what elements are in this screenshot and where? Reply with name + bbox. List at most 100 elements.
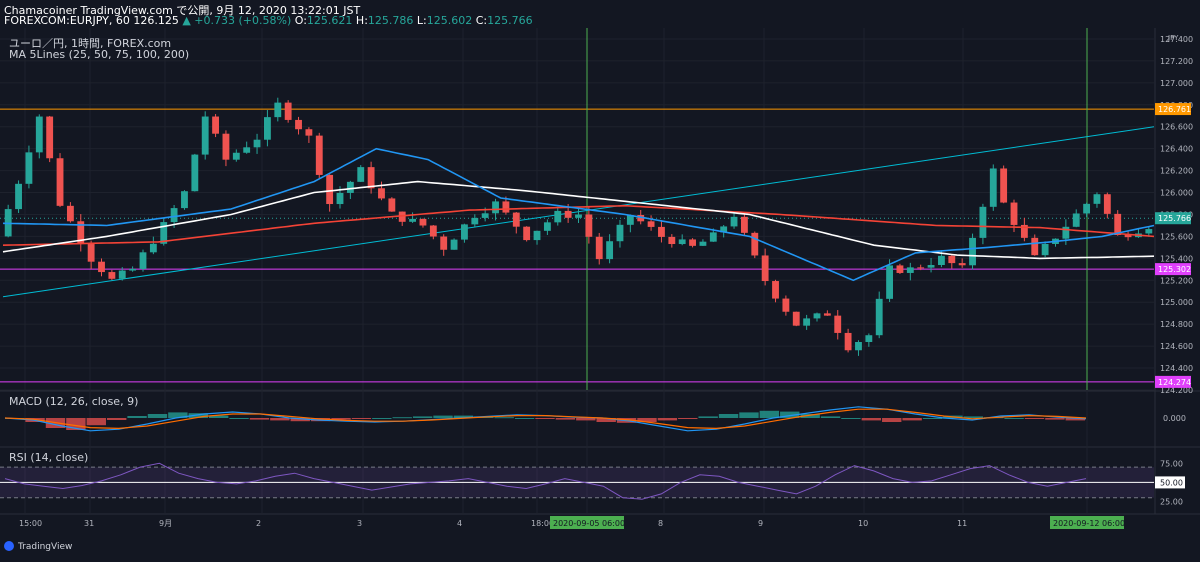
rsi-tick-label: 25.00 (1160, 498, 1183, 507)
candle-body (595, 236, 603, 260)
candle-body (875, 298, 883, 336)
candle-body (315, 135, 323, 175)
candle-body (118, 270, 126, 279)
publish-info: Chamacoiner TradingView.com で公開, 9月 12, … (4, 4, 361, 17)
candle-body (1093, 194, 1101, 204)
macd-histogram-bar (555, 418, 576, 420)
candle-body (948, 255, 956, 264)
candle-body (938, 255, 945, 266)
candle-body (346, 181, 354, 193)
candle-body (160, 222, 168, 244)
candle-body (844, 332, 852, 351)
macd-histogram-bar (372, 418, 392, 419)
candle-body (1000, 168, 1008, 203)
candle-body (66, 205, 74, 222)
candle-body (263, 117, 271, 140)
price-label-box (1155, 212, 1191, 225)
macd-histogram-bar (229, 418, 249, 419)
macd-histogram-bar (657, 418, 678, 421)
candle-body (274, 102, 282, 118)
candle-body (388, 198, 396, 212)
price-tick-label: 127.000 (1160, 79, 1193, 88)
price-label-text: 125.766 (1158, 214, 1191, 223)
time-tick-label: 31 (84, 519, 94, 528)
candle-body (305, 129, 313, 136)
price-label-text: 126.761 (1158, 105, 1191, 114)
candle-body (284, 102, 292, 120)
candle-body (419, 218, 427, 226)
macd-histogram-bar (800, 414, 820, 418)
candle-body (357, 167, 365, 182)
candle-body (461, 224, 468, 240)
macd-histogram-bar (412, 416, 433, 418)
macd-histogram-bar (678, 418, 698, 419)
rsi-line (4, 462, 1087, 500)
rsi-legend[interactable]: RSI (14, close) (9, 451, 89, 464)
time-tick-label: 15:00 (19, 519, 42, 528)
candle-body (502, 201, 510, 213)
candle-body (668, 236, 676, 245)
candle-body (523, 226, 531, 241)
price-label-text: 124.274 (1158, 378, 1191, 387)
candle-body (564, 210, 572, 218)
macd-histogram-bar (780, 411, 800, 418)
candle-body (585, 214, 593, 237)
candle-body (129, 268, 137, 271)
candle-body (658, 226, 665, 237)
candle-body (647, 221, 655, 227)
macd-histogram-bar (576, 418, 596, 421)
candle-body (772, 281, 779, 299)
rsi-tick-label: 50.00 (1160, 478, 1183, 487)
price-tick-label: 124.400 (1160, 364, 1193, 373)
candle-body (1103, 194, 1111, 214)
candle-body (336, 192, 344, 205)
price-tick-label: 126.400 (1160, 145, 1193, 154)
high-label: H: (355, 14, 368, 27)
price-label-text: 125.302 (1158, 265, 1191, 274)
candle-body (378, 188, 385, 199)
macd-histogram-bar (127, 416, 147, 418)
candle-body (1031, 237, 1039, 256)
brand-name: TradingView (17, 542, 72, 552)
time-tick-label: 18:00 (531, 519, 554, 528)
price-tick-label: 127.200 (1160, 57, 1193, 66)
price-label-box (1155, 103, 1191, 116)
time-tick-label: 10 (858, 519, 868, 528)
macd-histogram-bar (963, 416, 984, 418)
macd-tick-label: 0.000 (1163, 414, 1186, 423)
candle-body (149, 243, 157, 253)
candle-body (201, 116, 209, 155)
candle-body (429, 225, 437, 237)
candle-body (1020, 224, 1028, 238)
time-tick-label: 8 (658, 519, 663, 528)
macd-histogram-bar (392, 417, 412, 419)
symbol-ohlc: FOREXCOM:EURJPY, 60 126.125 ▲ +0.733 (+0… (4, 14, 533, 27)
candle-body (689, 239, 696, 246)
candle-body (886, 265, 894, 299)
candle-body (906, 267, 914, 273)
candle-body (98, 261, 105, 273)
candle-body (35, 116, 43, 153)
candle-body (813, 313, 821, 319)
open-label: O: (294, 14, 307, 27)
candle-body (77, 221, 85, 245)
price-tick-label: 125.200 (1160, 276, 1193, 285)
time-marker-box (550, 516, 624, 529)
candle-body (730, 216, 738, 227)
candle-body (1124, 235, 1132, 238)
candle-body (575, 214, 582, 218)
macd-histogram-bar (331, 418, 351, 420)
time-tick-label: 3 (357, 519, 362, 528)
close-label: C: (475, 14, 488, 27)
candle-body (170, 208, 178, 223)
macd-histogram-bar (106, 418, 127, 420)
candle-body (139, 252, 147, 269)
candle-body (834, 315, 842, 333)
macd-legend[interactable]: MACD (12, 26, close, 9) (9, 395, 139, 408)
candle-body (212, 116, 219, 134)
macd-signal-line (4, 408, 1087, 430)
candle-body (958, 263, 966, 266)
ma-legend[interactable]: MA 5Lines (25, 50, 75, 100, 200) (9, 48, 190, 61)
